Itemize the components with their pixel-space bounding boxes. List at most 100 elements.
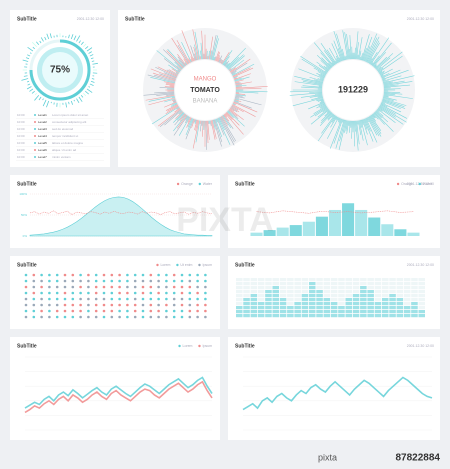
dot bbox=[55, 285, 59, 289]
tile-bg bbox=[301, 290, 309, 294]
dot bbox=[87, 297, 90, 301]
radial-ray bbox=[341, 48, 346, 61]
radial-ray bbox=[376, 109, 380, 112]
radial-ray bbox=[178, 110, 183, 115]
radial-ray bbox=[336, 33, 345, 61]
dot bbox=[55, 315, 59, 319]
dot bbox=[165, 297, 168, 301]
tile-column bbox=[360, 286, 367, 318]
dot bbox=[40, 273, 43, 277]
radial-ray bbox=[309, 94, 323, 98]
radial-ray bbox=[227, 56, 239, 69]
radial-ray bbox=[145, 94, 175, 101]
tile-bg bbox=[257, 282, 265, 286]
legend-swatch bbox=[396, 182, 400, 186]
tile-bg bbox=[338, 286, 345, 290]
tile-column bbox=[265, 290, 272, 318]
radial-ray bbox=[164, 86, 175, 88]
tile-bg bbox=[294, 290, 301, 294]
dot bbox=[24, 315, 28, 319]
radial-ray bbox=[327, 117, 339, 139]
dot bbox=[102, 315, 106, 319]
dot bbox=[204, 291, 207, 295]
radial-ray bbox=[363, 118, 374, 142]
dot bbox=[149, 309, 153, 313]
dot bbox=[180, 291, 184, 295]
tile-bg bbox=[411, 294, 418, 298]
dot bbox=[180, 273, 184, 277]
tile-bg bbox=[382, 278, 389, 282]
radial-ray bbox=[316, 98, 324, 102]
radial-ray bbox=[317, 108, 329, 118]
radial-ray bbox=[383, 92, 403, 95]
tile-bg bbox=[250, 286, 258, 290]
dot bbox=[165, 309, 168, 313]
radial-ray bbox=[331, 114, 335, 118]
radial-ray bbox=[214, 119, 223, 143]
radial-ray bbox=[335, 119, 345, 149]
tile bbox=[323, 302, 331, 306]
dot bbox=[110, 309, 114, 313]
radial-ray bbox=[378, 55, 403, 73]
radial-ray bbox=[167, 49, 185, 68]
radial-ray bbox=[380, 104, 408, 119]
list-text: aliqua. Ut enim ad bbox=[52, 148, 77, 152]
radial-ray bbox=[317, 71, 326, 76]
radial-ray bbox=[362, 119, 368, 135]
dot bbox=[102, 303, 106, 307]
radial-ray bbox=[223, 61, 228, 66]
tile bbox=[323, 314, 331, 318]
dot bbox=[204, 279, 207, 283]
dot bbox=[110, 291, 114, 295]
tile-bg bbox=[272, 278, 279, 282]
list-level: Level4 bbox=[38, 134, 47, 138]
radial-ray bbox=[230, 58, 251, 73]
legend-swatch bbox=[176, 182, 180, 186]
tile-bg bbox=[367, 286, 374, 290]
radial-ray bbox=[205, 120, 208, 150]
dot bbox=[63, 297, 67, 301]
tile-column bbox=[411, 302, 418, 318]
tile bbox=[309, 302, 316, 306]
tile bbox=[279, 298, 287, 302]
gauge-tick bbox=[21, 78, 29, 81]
gauge-tick bbox=[76, 35, 81, 42]
dot bbox=[172, 285, 176, 289]
radial-ray bbox=[209, 50, 213, 60]
radial-ray bbox=[234, 97, 262, 106]
tile-column bbox=[323, 298, 331, 318]
radial-ray bbox=[214, 56, 217, 61]
gauge-tick bbox=[23, 75, 28, 77]
radial-ray bbox=[164, 110, 182, 126]
dot bbox=[141, 279, 145, 283]
radial-ray bbox=[229, 59, 245, 72]
dot bbox=[110, 315, 114, 319]
tile bbox=[301, 306, 309, 310]
radial-ray bbox=[316, 54, 331, 69]
tile-bg bbox=[323, 294, 331, 298]
gauge-tick bbox=[89, 83, 94, 87]
tile-bg bbox=[338, 298, 345, 302]
radial-ray bbox=[380, 68, 393, 76]
bar bbox=[381, 224, 394, 236]
dot bbox=[118, 303, 121, 307]
radial-ray bbox=[163, 72, 177, 79]
radial-ray bbox=[381, 101, 386, 104]
radial-ray bbox=[378, 106, 396, 118]
radial-ray bbox=[174, 107, 181, 113]
list-dot bbox=[34, 142, 36, 144]
radial-ray bbox=[323, 65, 330, 71]
dot bbox=[188, 279, 192, 283]
radial-ray bbox=[344, 56, 347, 60]
tile bbox=[389, 298, 396, 302]
radial-ray bbox=[229, 67, 236, 73]
dot bbox=[110, 285, 114, 289]
gauge-tick bbox=[46, 100, 50, 108]
radial-ray bbox=[233, 75, 238, 79]
radial-ray bbox=[363, 119, 368, 130]
gauge-tick bbox=[39, 40, 42, 44]
radial-ray bbox=[379, 72, 385, 76]
tile-bg bbox=[294, 298, 301, 302]
tile bbox=[236, 314, 243, 318]
tile-column bbox=[367, 290, 374, 318]
